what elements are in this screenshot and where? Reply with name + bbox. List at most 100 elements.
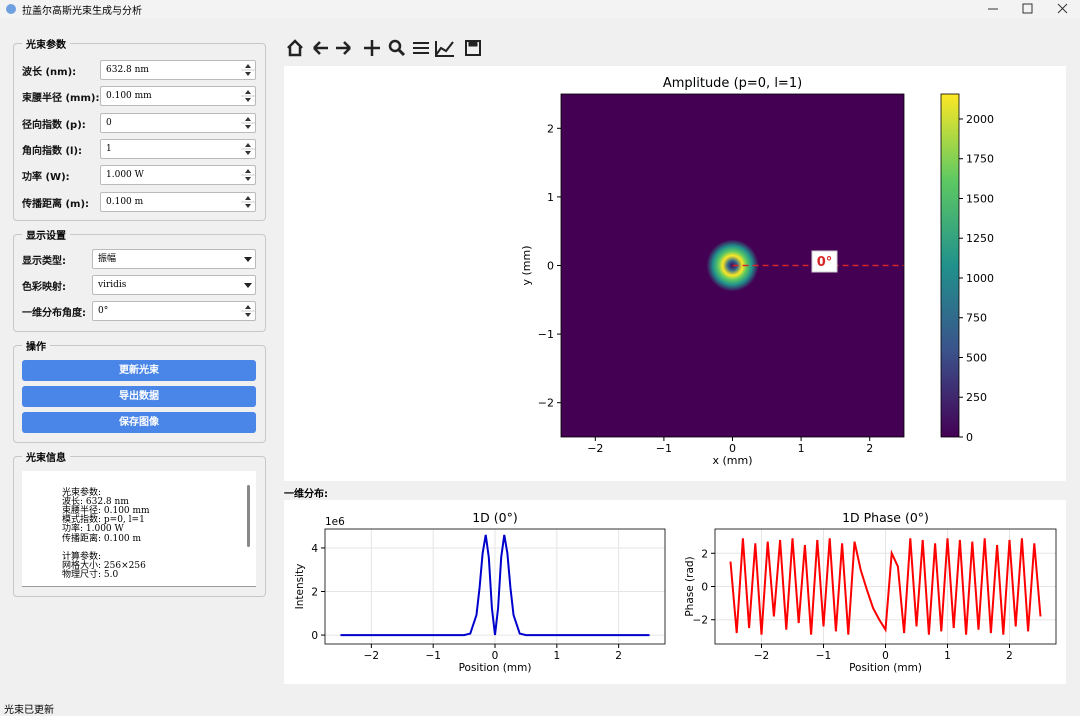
action-button[interactable]: 导出数据 — [22, 386, 256, 407]
info-line: 功率: 1.000 W — [62, 524, 124, 535]
spin-arrows[interactable] — [241, 140, 255, 158]
info-group-title: 光束信息 — [22, 449, 70, 464]
x-tick-label: 2 — [615, 650, 622, 662]
spin-arrows[interactable] — [241, 166, 255, 184]
axes-frame — [714, 528, 1057, 645]
colorbar-tick-label: 1750 — [966, 153, 994, 166]
field-label: 传播距离 (m): — [22, 198, 90, 210]
info-line: 波长: 632.8 nm — [62, 497, 129, 508]
axes-frame — [324, 528, 666, 645]
annotation-box — [811, 250, 838, 273]
y-offset-label: 1e6 — [325, 516, 345, 528]
y-tick-label: 0 — [547, 260, 554, 273]
app-icon — [6, 4, 16, 14]
beam-params-group-title: 光束参数 — [22, 36, 70, 51]
section-label: 一维分布: — [284, 489, 328, 500]
y-tick-label: 0 — [311, 630, 318, 642]
field-input[interactable]: 0 — [100, 112, 256, 133]
info-line: 物理尺寸: 5.0 — [62, 569, 119, 580]
x-tick-label: −1 — [656, 442, 672, 455]
colorbar-tick-label: 1500 — [966, 192, 994, 205]
y-tick-label: 1 — [547, 191, 554, 204]
window-controls[interactable] — [980, 0, 1080, 18]
x-axis-label: Position (mm) — [459, 662, 532, 674]
field-label: 显示类型: — [22, 256, 66, 267]
field-input[interactable]: 1.000 W — [100, 165, 256, 186]
y-axis-label: Phase (rad) — [684, 556, 696, 616]
spin-arrows[interactable] — [241, 302, 255, 320]
field-label: 角向指数 (l): — [22, 145, 83, 157]
field-label: 束腰半径 (mm): — [22, 93, 100, 105]
combo-arrow[interactable] — [241, 276, 255, 294]
x-tick-label: 1 — [798, 442, 805, 455]
colorbar-tick-label: 500 — [966, 351, 987, 364]
plot-title: 1D (0°) — [472, 510, 518, 525]
x-tick-label: 0 — [882, 650, 889, 662]
y-tick-label: −2 — [538, 397, 554, 410]
x-tick-label: −2 — [587, 442, 603, 455]
combo-box[interactable]: 振幅 — [92, 249, 256, 269]
field-input[interactable]: 0.100 mm — [100, 86, 256, 107]
y-tick-label: 2 — [547, 122, 554, 135]
y-tick-label: −1 — [538, 328, 554, 341]
plot-title: Amplitude (p=0, l=1) — [663, 76, 802, 91]
colorbar-tick-label: 750 — [966, 312, 987, 325]
x-tick-label: 0 — [492, 650, 499, 662]
spin-box[interactable]: 0° — [92, 301, 256, 321]
field-label: 波长 (nm): — [22, 67, 77, 78]
combo-box[interactable]: viridis — [92, 275, 256, 295]
status-bar: 光束已更新 — [0, 700, 1080, 716]
x-tick-label: −1 — [425, 650, 440, 662]
info-line: 光束参数: — [62, 488, 102, 498]
status-text: 光束已更新 — [4, 705, 54, 716]
field-label: 功率 (W): — [22, 172, 70, 184]
spin-arrows[interactable] — [241, 114, 255, 132]
colorbar-tick-label: 0 — [966, 431, 973, 444]
colorbar — [940, 93, 960, 438]
spin-arrows[interactable] — [241, 87, 255, 105]
combo-arrow[interactable] — [241, 250, 255, 268]
x-axis-label: Position (mm) — [849, 662, 922, 674]
x-tick-label: −2 — [364, 650, 379, 662]
annotation: 0° — [817, 255, 833, 270]
field-label: 色彩映射: — [22, 282, 66, 293]
info-line: 传播距离: 0.100 m — [62, 533, 142, 544]
spin-arrows[interactable] — [241, 61, 255, 79]
info-line: 束腰半径: 0.100 mm — [62, 506, 150, 517]
spin-arrows[interactable] — [241, 193, 255, 211]
colorbar-tick-label: 250 — [966, 391, 987, 404]
actions-group-title: 操作 — [22, 338, 50, 353]
toolbar[interactable] — [286, 38, 486, 60]
field-label: 径向指数 (p): — [22, 119, 86, 131]
field-label: 一维分布角度: — [22, 308, 86, 319]
display-group-title: 显示设置 — [22, 227, 70, 242]
y-tick-label: −2 — [693, 615, 708, 627]
x-tick-label: 2 — [1006, 650, 1013, 662]
axes-frame — [560, 93, 905, 438]
field-input[interactable]: 1 — [100, 138, 256, 159]
plot-title: 1D Phase (0°) — [842, 510, 929, 525]
window-title: 拉盖尔高斯光束生成与分析 — [22, 6, 142, 17]
colorbar-tick-label: 2000 — [966, 113, 994, 126]
scrollbar — [247, 485, 250, 547]
y-tick-label: 2 — [311, 587, 318, 599]
colorbar-tick-label: 1000 — [966, 272, 994, 285]
action-button[interactable]: 更新光束 — [22, 360, 256, 381]
colorbar-tick-label: 1250 — [966, 232, 994, 245]
line-series — [729, 538, 1042, 635]
info-text: 光束参数: 波长: 632.8 nm 束腰半径: 0.100 mm 模式指数: p=0… — [22, 471, 256, 587]
x-axis-label: x (mm) — [712, 454, 752, 467]
y-axis-label: Intensity — [294, 564, 306, 610]
y-tick-label: 2 — [701, 548, 708, 560]
x-tick-label: 1 — [553, 650, 560, 662]
x-tick-label: −2 — [754, 650, 769, 662]
action-button[interactable]: 保存图像 — [22, 412, 256, 433]
field-input[interactable]: 632.8 nm — [100, 60, 256, 80]
x-tick-label: 0 — [729, 442, 736, 455]
x-tick-label: 2 — [866, 442, 873, 455]
field-input[interactable]: 0.100 m — [100, 191, 256, 212]
info-line: 计算参数: — [62, 551, 102, 562]
title-bar: 拉盖尔高斯光束生成与分析 — [0, 0, 1080, 18]
